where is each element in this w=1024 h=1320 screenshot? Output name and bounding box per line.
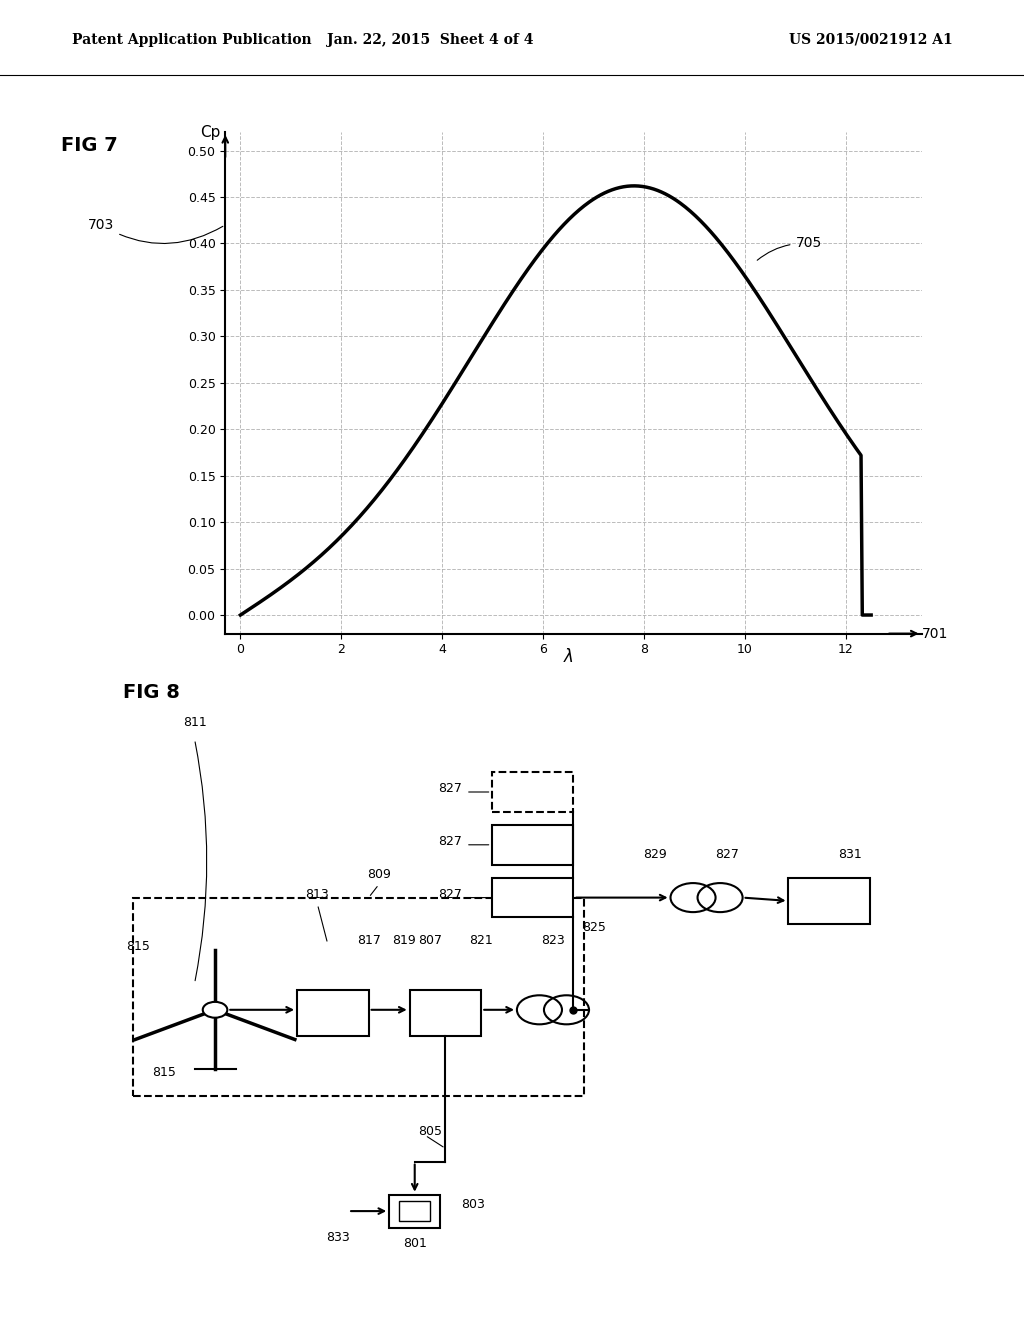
Text: 831: 831 xyxy=(838,847,862,861)
Text: Patent Application Publication: Patent Application Publication xyxy=(72,33,311,46)
Text: 805: 805 xyxy=(418,1125,442,1138)
Text: 803: 803 xyxy=(461,1197,484,1210)
FancyBboxPatch shape xyxy=(492,772,573,812)
Circle shape xyxy=(203,1002,227,1018)
Text: λ: λ xyxy=(563,648,573,665)
Text: 801: 801 xyxy=(402,1237,427,1250)
Text: 821: 821 xyxy=(469,933,494,946)
Text: 827: 827 xyxy=(715,847,739,861)
Text: 833: 833 xyxy=(326,1230,350,1243)
Text: 817: 817 xyxy=(356,933,381,946)
Text: 811: 811 xyxy=(182,715,207,729)
Text: 813: 813 xyxy=(305,887,330,900)
Text: 819: 819 xyxy=(392,933,417,946)
FancyBboxPatch shape xyxy=(492,825,573,865)
Text: 815: 815 xyxy=(126,940,151,953)
Text: Jan. 22, 2015  Sheet 4 of 4: Jan. 22, 2015 Sheet 4 of 4 xyxy=(327,33,534,46)
FancyBboxPatch shape xyxy=(492,878,573,917)
Text: 827: 827 xyxy=(438,781,463,795)
Text: 703: 703 xyxy=(88,218,223,243)
Text: 827: 827 xyxy=(438,834,463,847)
Text: US 2015/0021912 A1: US 2015/0021912 A1 xyxy=(788,33,952,46)
FancyBboxPatch shape xyxy=(788,878,870,924)
Text: 807: 807 xyxy=(418,933,442,946)
Text: 815: 815 xyxy=(152,1065,176,1078)
Text: Cp: Cp xyxy=(200,124,220,140)
Text: 705: 705 xyxy=(757,236,821,260)
FancyBboxPatch shape xyxy=(410,990,481,1036)
Text: 829: 829 xyxy=(643,847,668,861)
Text: 827: 827 xyxy=(438,887,463,900)
FancyBboxPatch shape xyxy=(399,1201,430,1221)
Text: 825: 825 xyxy=(582,920,606,933)
Text: FIG 8: FIG 8 xyxy=(123,684,180,702)
FancyBboxPatch shape xyxy=(133,898,584,1096)
Text: 823: 823 xyxy=(541,933,565,946)
FancyBboxPatch shape xyxy=(297,990,369,1036)
Text: 701: 701 xyxy=(922,627,948,640)
Text: 809: 809 xyxy=(367,867,391,880)
FancyBboxPatch shape xyxy=(389,1195,440,1228)
Text: FIG 7: FIG 7 xyxy=(61,136,118,154)
